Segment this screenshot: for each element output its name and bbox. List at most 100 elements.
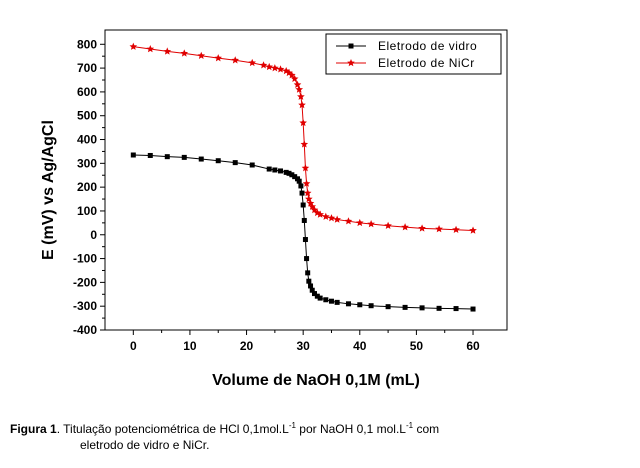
y-tick-label: 400 bbox=[77, 133, 97, 147]
series-markers bbox=[129, 42, 477, 312]
caption-text-1: . Titulação potenciométrica de HCl 0,1mo… bbox=[56, 422, 289, 436]
data-point bbox=[163, 47, 172, 55]
caption-text-3: com bbox=[413, 422, 440, 436]
data-point bbox=[314, 293, 320, 299]
data-point bbox=[180, 49, 189, 57]
data-point bbox=[322, 212, 330, 220]
caption-sup-1: -1 bbox=[288, 421, 296, 430]
data-point bbox=[164, 154, 170, 160]
x-tick-label: 20 bbox=[240, 339, 254, 353]
data-point bbox=[304, 256, 310, 262]
data-point bbox=[305, 270, 311, 276]
y-axis-label: E (mV) vs Ag/AgCl bbox=[40, 120, 57, 260]
data-point bbox=[344, 217, 353, 225]
data-point bbox=[266, 166, 272, 172]
x-axis-label: Volume de NaOH 0,1M (mL) bbox=[212, 372, 420, 389]
data-point bbox=[214, 54, 223, 62]
series-line-1 bbox=[133, 154, 474, 310]
x-tick-label: 30 bbox=[296, 339, 310, 353]
data-point bbox=[419, 305, 425, 311]
data-point bbox=[292, 174, 298, 180]
data-point bbox=[301, 164, 310, 172]
data-point bbox=[300, 140, 309, 148]
data-point bbox=[129, 42, 138, 50]
data-point bbox=[272, 167, 278, 173]
data-point bbox=[302, 179, 311, 187]
data-point bbox=[327, 214, 336, 222]
caption-label: Figura 1 bbox=[10, 422, 57, 436]
legend: Eletrodo de vidro Eletrodo de NiCr bbox=[325, 33, 502, 75]
data-point bbox=[248, 58, 257, 67]
data-point bbox=[130, 152, 136, 158]
data-point bbox=[296, 178, 302, 184]
data-point bbox=[288, 71, 296, 79]
y-tick-label: 800 bbox=[77, 37, 97, 51]
plot-frame bbox=[104, 29, 508, 331]
data-point bbox=[452, 225, 460, 233]
data-point bbox=[345, 301, 351, 307]
x-tick-label: 40 bbox=[353, 339, 367, 353]
legend-label: Eletrodo de NiCr bbox=[378, 56, 475, 70]
data-point bbox=[469, 226, 477, 234]
data-point bbox=[453, 306, 459, 312]
data-point bbox=[197, 51, 206, 59]
data-point bbox=[384, 221, 392, 229]
caption-line-2: eletrodo de vidro e NiCr. bbox=[80, 438, 210, 452]
data-point bbox=[259, 61, 268, 69]
x-tick-label: 0 bbox=[130, 339, 137, 353]
data-point bbox=[265, 62, 273, 71]
caption-sup-2: -1 bbox=[405, 421, 414, 430]
data-point bbox=[289, 172, 295, 178]
data-point bbox=[302, 237, 308, 243]
x-tick-label: 60 bbox=[466, 339, 480, 353]
x-axis-ticks: 0 10 20 30 40 50 60 bbox=[130, 330, 480, 353]
data-point bbox=[283, 169, 289, 175]
data-point bbox=[470, 306, 476, 312]
plot-area: 0 10 20 30 40 50 60 -400 -300 -200 -100 0 100 200 300… bbox=[73, 29, 508, 353]
data-point bbox=[295, 85, 304, 93]
y-tick-label: -100 bbox=[73, 252, 97, 266]
data-point bbox=[401, 223, 409, 231]
data-point bbox=[305, 195, 313, 203]
data-point bbox=[328, 298, 334, 304]
legend-box bbox=[325, 33, 502, 75]
data-point bbox=[334, 299, 340, 305]
y-tick-label: 100 bbox=[77, 204, 97, 218]
data-point bbox=[317, 295, 323, 301]
legend-marker bbox=[348, 43, 354, 49]
data-point bbox=[286, 170, 292, 176]
data-point bbox=[309, 287, 315, 293]
data-point bbox=[215, 158, 221, 164]
data-point bbox=[299, 190, 305, 196]
data-point bbox=[367, 220, 375, 228]
y-tick-label: -400 bbox=[73, 323, 97, 337]
chart-figure: 0 10 20 30 40 50 60 -400 -300 -200 -100 0 100 200 300… bbox=[40, 29, 508, 389]
data-point bbox=[249, 162, 255, 168]
x-tick-label: 50 bbox=[410, 339, 424, 353]
data-point bbox=[232, 160, 238, 166]
y-tick-label: 300 bbox=[77, 156, 97, 170]
data-point bbox=[278, 168, 284, 174]
data-point bbox=[316, 210, 324, 218]
y-tick-label: 200 bbox=[77, 180, 97, 194]
data-point bbox=[402, 304, 408, 310]
y-tick-label: 500 bbox=[77, 109, 97, 123]
y-tick-label: 0 bbox=[90, 228, 97, 242]
data-point bbox=[290, 74, 299, 83]
y-tick-label: 700 bbox=[77, 61, 97, 75]
data-point bbox=[368, 303, 374, 309]
data-point bbox=[435, 225, 443, 233]
data-point bbox=[385, 304, 391, 310]
data-point bbox=[323, 297, 329, 303]
y-tick-label: -300 bbox=[73, 299, 97, 313]
data-point bbox=[146, 45, 155, 53]
y-tick-label: -200 bbox=[73, 275, 97, 289]
data-point bbox=[357, 302, 363, 308]
data-point bbox=[311, 291, 317, 297]
data-point bbox=[333, 215, 341, 223]
data-point bbox=[306, 278, 312, 284]
data-point bbox=[299, 118, 307, 127]
figure-caption: Figura 1. Titulação potenciométrica de H… bbox=[10, 421, 570, 453]
y-axis-ticks: -400 -300 -200 -100 0 100 200 300 400 500 600 700 80… bbox=[73, 37, 105, 337]
data-point bbox=[298, 101, 306, 109]
